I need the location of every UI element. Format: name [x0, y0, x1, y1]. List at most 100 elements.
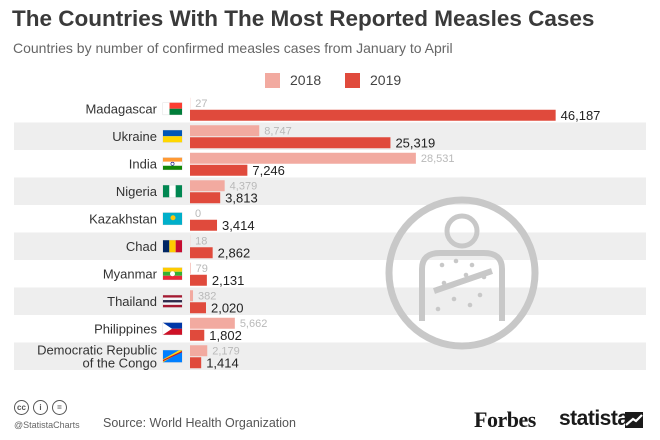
data-label-2018: 5,662 [240, 318, 268, 330]
flag-part [169, 108, 182, 115]
data-label-2019: 25,319 [395, 135, 435, 150]
flag-part [163, 295, 182, 298]
data-label-2018: 0 [195, 208, 201, 220]
flag-part [163, 165, 182, 170]
flag-part [170, 161, 175, 166]
bar-2018 [190, 317, 235, 329]
flag-part [169, 240, 176, 253]
flag-part [163, 157, 182, 162]
legend-swatch-2018 [265, 72, 280, 88]
category-label: Democratic Republic of the Congo [37, 342, 157, 370]
flag-part [163, 300, 182, 303]
flag-part [163, 136, 182, 143]
statista-logo-icon [625, 412, 643, 428]
category-label: India [129, 156, 158, 171]
data-label-2019: 2,862 [218, 245, 251, 260]
measles-person-icon [385, 196, 539, 350]
bar-2019 [190, 192, 221, 204]
flag-part [175, 240, 182, 253]
bar-2018 [190, 290, 194, 302]
flag-part [163, 267, 182, 272]
data-label-2019: 2,131 [212, 273, 245, 288]
data-label-2018: 382 [198, 290, 216, 302]
bar-2018 [190, 152, 416, 164]
data-label-2018: 2,179 [212, 345, 240, 357]
attribution-icon: i [33, 400, 48, 415]
legend-item-2019: 2019 [345, 70, 401, 90]
data-label-2018: 4,379 [230, 180, 258, 192]
cc-license-icon: cc [14, 400, 29, 415]
data-label-2019: 3,813 [225, 190, 258, 205]
category-label: Philippines [94, 321, 157, 336]
row-band [14, 287, 646, 315]
bar-2019 [190, 302, 206, 314]
flag-part [170, 271, 175, 277]
row-band [14, 342, 646, 370]
bar-2019 [190, 164, 248, 176]
bar-2019 [190, 274, 207, 286]
flag-part [170, 215, 176, 221]
flag-part [163, 275, 182, 280]
category-label: Madagascar [85, 101, 157, 116]
flag-part [163, 102, 170, 115]
statista-handle: @StatistaCharts [14, 420, 80, 430]
flag-part [163, 161, 182, 166]
license-icons: cc i = [14, 400, 67, 415]
legend-item-2018: 2018 [265, 70, 321, 90]
category-label: Ukraine [112, 129, 157, 144]
bar-2018 [190, 262, 191, 274]
legend-label-2019: 2019 [370, 72, 402, 88]
flag-part [163, 351, 182, 362]
flag-part [163, 185, 170, 198]
bar-chart: Madagascar 27 46,187 Ukraine 8,747 25,319 Indi… [14, 97, 646, 370]
row-band [14, 177, 646, 205]
legend-swatch-2019 [345, 72, 360, 88]
row-band [14, 232, 646, 260]
flag-part [163, 304, 182, 308]
data-label-2018: 18 [195, 235, 207, 247]
forbes-logo: Forbes [474, 407, 536, 432]
chart-subtitle: Countries by number of confirmed measles… [13, 40, 453, 56]
chart-legend: 2018 2019 [0, 70, 660, 90]
bar-2019 [190, 137, 391, 149]
bar-2019 [190, 357, 202, 369]
flag-part [163, 322, 182, 329]
flag-part [163, 240, 170, 253]
data-label-2019: 2,020 [211, 300, 244, 315]
data-label-2019: 1,802 [209, 328, 242, 343]
flag-part [169, 185, 176, 198]
bar-2018 [190, 180, 225, 192]
chart-title: The Countries With The Most Reported Mea… [12, 6, 595, 31]
data-label-2019: 1,414 [206, 355, 239, 370]
data-label-2018: 28,531 [421, 153, 455, 165]
bar-2019 [190, 109, 556, 121]
data-label-2019: 3,414 [222, 218, 255, 233]
flag-part [163, 297, 182, 301]
category-label: Myanmar [103, 266, 158, 281]
flag-part [175, 185, 182, 198]
legend-label-2018: 2018 [290, 72, 322, 88]
flag-part [163, 328, 182, 335]
flag-part [169, 102, 182, 109]
category-label: Chad [126, 239, 157, 254]
category-label: Kazakhstan [89, 211, 157, 226]
flag-part [163, 130, 182, 137]
flag-part [163, 322, 172, 335]
bar-2018 [190, 125, 260, 137]
category-label: Nigeria [116, 184, 158, 199]
data-label-2018: 79 [196, 263, 208, 275]
data-label-2019: 46,187 [561, 108, 601, 123]
source-note: Source: World Health Organization [103, 416, 296, 430]
bar-2019 [190, 329, 205, 341]
no-derivatives-icon: = [52, 400, 67, 415]
footer: cc i = @StatistaCharts Source: World Hea… [0, 395, 660, 440]
data-label-2018: 27 [195, 98, 207, 110]
bar-2019 [190, 219, 218, 231]
category-label: Thailand [107, 294, 157, 309]
data-label-2018: 8,747 [264, 125, 292, 137]
statista-logo-text: statista [559, 407, 629, 430]
bar-2018 [190, 345, 208, 357]
bar-2019 [190, 247, 213, 259]
data-label-2019: 7,246 [252, 163, 285, 178]
flag-part [163, 302, 182, 305]
